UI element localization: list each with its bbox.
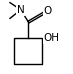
Text: O: O (44, 6, 52, 16)
Text: OH: OH (44, 33, 60, 43)
Text: N: N (17, 5, 25, 15)
